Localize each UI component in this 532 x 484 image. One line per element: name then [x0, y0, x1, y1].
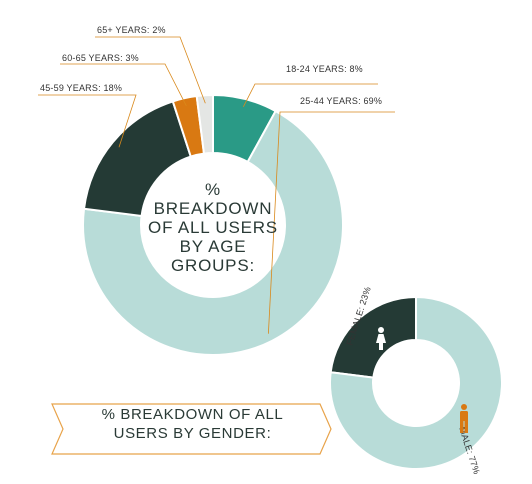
- gender-slice-male: [329, 295, 503, 470]
- age-title-line-1: %: [205, 180, 221, 199]
- age-label-65plus: 65+ YEARS: 2%: [97, 25, 166, 35]
- gender-title-banner: [51, 403, 332, 455]
- age-chart-title: % BREAKDOWN OF ALL USERS BY AGE GROUPS:: [143, 180, 283, 275]
- gender-chart-title: % BREAKDOWN OF ALL USERS BY GENDER:: [70, 405, 315, 443]
- gender-title-line-2: USERS BY GENDER:: [113, 425, 272, 442]
- gender-donut: [329, 295, 503, 470]
- age-label-60-65: 60-65 YEARS: 3%: [62, 53, 139, 63]
- age-labels: 18-24 YEARS: 8% 25-44 YEARS: 69% 45-59 Y…: [40, 25, 382, 106]
- age-leader-lines: [38, 36, 395, 334]
- age-label-18-24: 18-24 YEARS: 8%: [286, 64, 363, 74]
- age-title-line-3: OF ALL USERS: [148, 218, 278, 237]
- female-icon: [376, 327, 386, 350]
- leader-line-18-24-years: [242, 83, 378, 108]
- age-title-line-5: GROUPS:: [170, 256, 255, 275]
- leader-line-65-years: [95, 36, 206, 104]
- age-donut: [82, 93, 344, 356]
- age-label-25-44: 25-44 YEARS: 69%: [300, 96, 382, 106]
- gender-slice-female: [329, 295, 417, 379]
- leader-line-25-44-years: [267, 111, 395, 334]
- age-slice-25-44-years: [82, 109, 344, 356]
- age-label-45-59: 45-59 YEARS: 18%: [40, 83, 122, 93]
- age-title-line-2: BREAKDOWN: [153, 199, 273, 218]
- gender-title-line-1: % BREAKDOWN OF ALL: [101, 406, 284, 423]
- age-title-line-4: BY AGE: [179, 237, 247, 256]
- male-icon: [460, 404, 468, 433]
- leader-line-45-59-years: [38, 94, 137, 148]
- leader-line-60-65-years: [60, 63, 187, 107]
